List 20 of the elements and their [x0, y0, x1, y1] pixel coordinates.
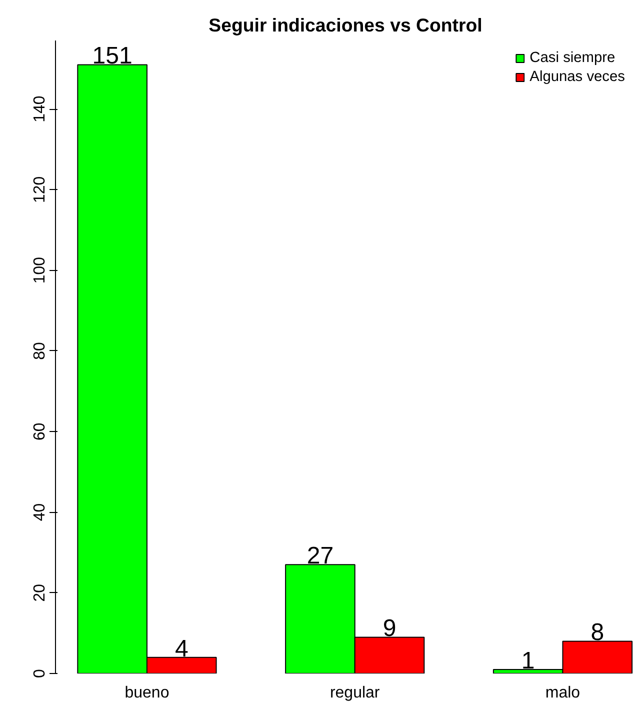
- x-tick-label: malo: [545, 684, 580, 702]
- data-label: 8: [590, 619, 604, 646]
- chart-title: Seguir indicaciones vs Control: [208, 14, 482, 36]
- data-label: 27: [306, 542, 334, 570]
- y-tick-label: 60: [32, 422, 48, 440]
- x-tick-label: regular: [330, 684, 380, 702]
- y-tick-label: 100: [32, 256, 48, 284]
- y-tick-label: 80: [32, 342, 48, 360]
- y-tick-label: 40: [32, 503, 48, 522]
- data-label: 1: [521, 647, 535, 674]
- y-tick-label: 20: [32, 584, 48, 602]
- x-tick-label: bueno: [124, 684, 170, 702]
- y-tick-label: 140: [32, 96, 48, 122]
- data-label: 151: [92, 42, 132, 70]
- legend-label: Algunas veces: [530, 69, 625, 85]
- y-tick-label: 120: [32, 176, 48, 204]
- data-label: 4: [174, 635, 188, 662]
- y-tick-label: 0: [32, 668, 48, 678]
- legend-label: Casi siempre: [530, 50, 616, 66]
- data-label: 9: [382, 615, 396, 642]
